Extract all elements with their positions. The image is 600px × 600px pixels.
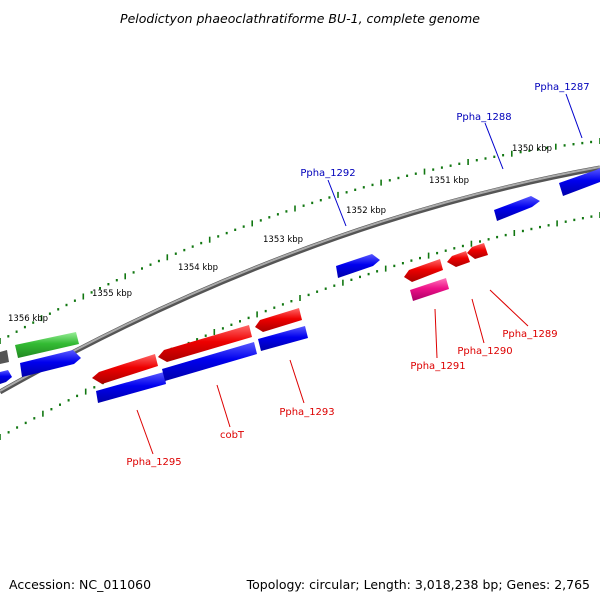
leader-ppha-1287: [565, 93, 583, 139]
ruler-ticks-outer: [0, 138, 600, 344]
ruler-label-1355: 1355 kbp: [92, 289, 132, 299]
label-ppha-1295: Ppha_1295: [126, 457, 181, 468]
label-ppha-1290: Ppha_1290: [457, 346, 512, 357]
ruler-label-1350: 1350 kbp: [512, 144, 552, 154]
ruler-ticks-inner: [0, 212, 600, 440]
ruler-label-1351: 1351 kbp: [429, 176, 469, 186]
ruler-label-1352: 1352 kbp: [346, 206, 386, 216]
label-cobt: cobT: [220, 430, 245, 441]
leader-ppha-1293: [289, 359, 305, 404]
gene-red-1291-pair[interactable]: [404, 259, 443, 282]
backbone: [0, 166, 600, 392]
gene-blue-cobt-pair[interactable]: [162, 342, 257, 381]
label-ppha-1289: Ppha_1289: [502, 329, 557, 340]
gene-blue-ppha-1295-pair[interactable]: [96, 372, 166, 403]
label-ppha-1287: Ppha_1287: [534, 82, 589, 93]
gene-cobt[interactable]: [158, 325, 252, 362]
leader-lines: [136, 93, 583, 455]
gene-ppha-1295[interactable]: [92, 354, 158, 384]
gene-ppha-1287[interactable]: [559, 168, 600, 196]
topology-text: Topology: circular; Length: 3,018,238 bp…: [246, 577, 590, 592]
ruler-label-1353: 1353 kbp: [263, 235, 303, 245]
ruler-label-1354: 1354 kbp: [178, 263, 218, 273]
label-ppha-1293: Ppha_1293: [279, 407, 334, 418]
backbone-shadow: [0, 165, 600, 395]
leader-ppha-1288: [484, 122, 504, 170]
leader-ppha-1289: [489, 289, 529, 327]
map-title: Pelodictyon phaeoclathratiforme BU-1, co…: [120, 11, 480, 26]
gene-ppha-1289[interactable]: [467, 243, 488, 259]
label-ppha-1292: Ppha_1292: [300, 168, 355, 179]
gene-ppha-1288[interactable]: [494, 196, 540, 221]
gene-blue-left[interactable]: [20, 350, 81, 377]
leader-ppha-1290: [471, 298, 485, 344]
leader-ppha-1295: [136, 409, 154, 455]
label-ppha-1288: Ppha_1288: [456, 112, 511, 123]
ruler-label-1356: 1356 kbp: [8, 314, 48, 324]
gene-blue-edge[interactable]: [0, 370, 12, 384]
reverse-genes: [92, 243, 488, 384]
gene-ppha-1293[interactable]: [255, 308, 302, 332]
gene-green[interactable]: [15, 332, 79, 358]
forward-genes: [0, 168, 600, 403]
gene-ppha-1292[interactable]: [336, 254, 380, 278]
gene-gray-edge[interactable]: [0, 350, 9, 364]
gene-ppha-1291[interactable]: [410, 278, 449, 301]
leader-ppha-1291: [434, 308, 438, 359]
gene-blue-ppha-1293-pair[interactable]: [258, 326, 308, 351]
gene-ppha-1290[interactable]: [447, 251, 470, 267]
leader-cobt: [216, 384, 231, 428]
accession-text: Accession: NC_011060: [9, 577, 152, 592]
label-ppha-1291: Ppha_1291: [410, 361, 465, 372]
leader-ppha-1292: [327, 179, 347, 227]
